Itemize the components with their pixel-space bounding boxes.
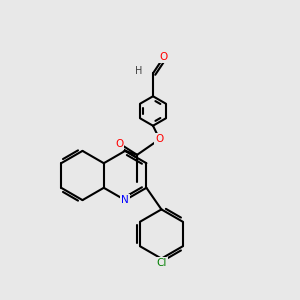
Text: Cl: Cl (156, 258, 167, 268)
Text: O: O (115, 139, 123, 149)
Text: O: O (159, 52, 167, 61)
Text: O: O (155, 134, 164, 144)
Text: N: N (121, 195, 129, 205)
Text: H: H (135, 66, 143, 76)
